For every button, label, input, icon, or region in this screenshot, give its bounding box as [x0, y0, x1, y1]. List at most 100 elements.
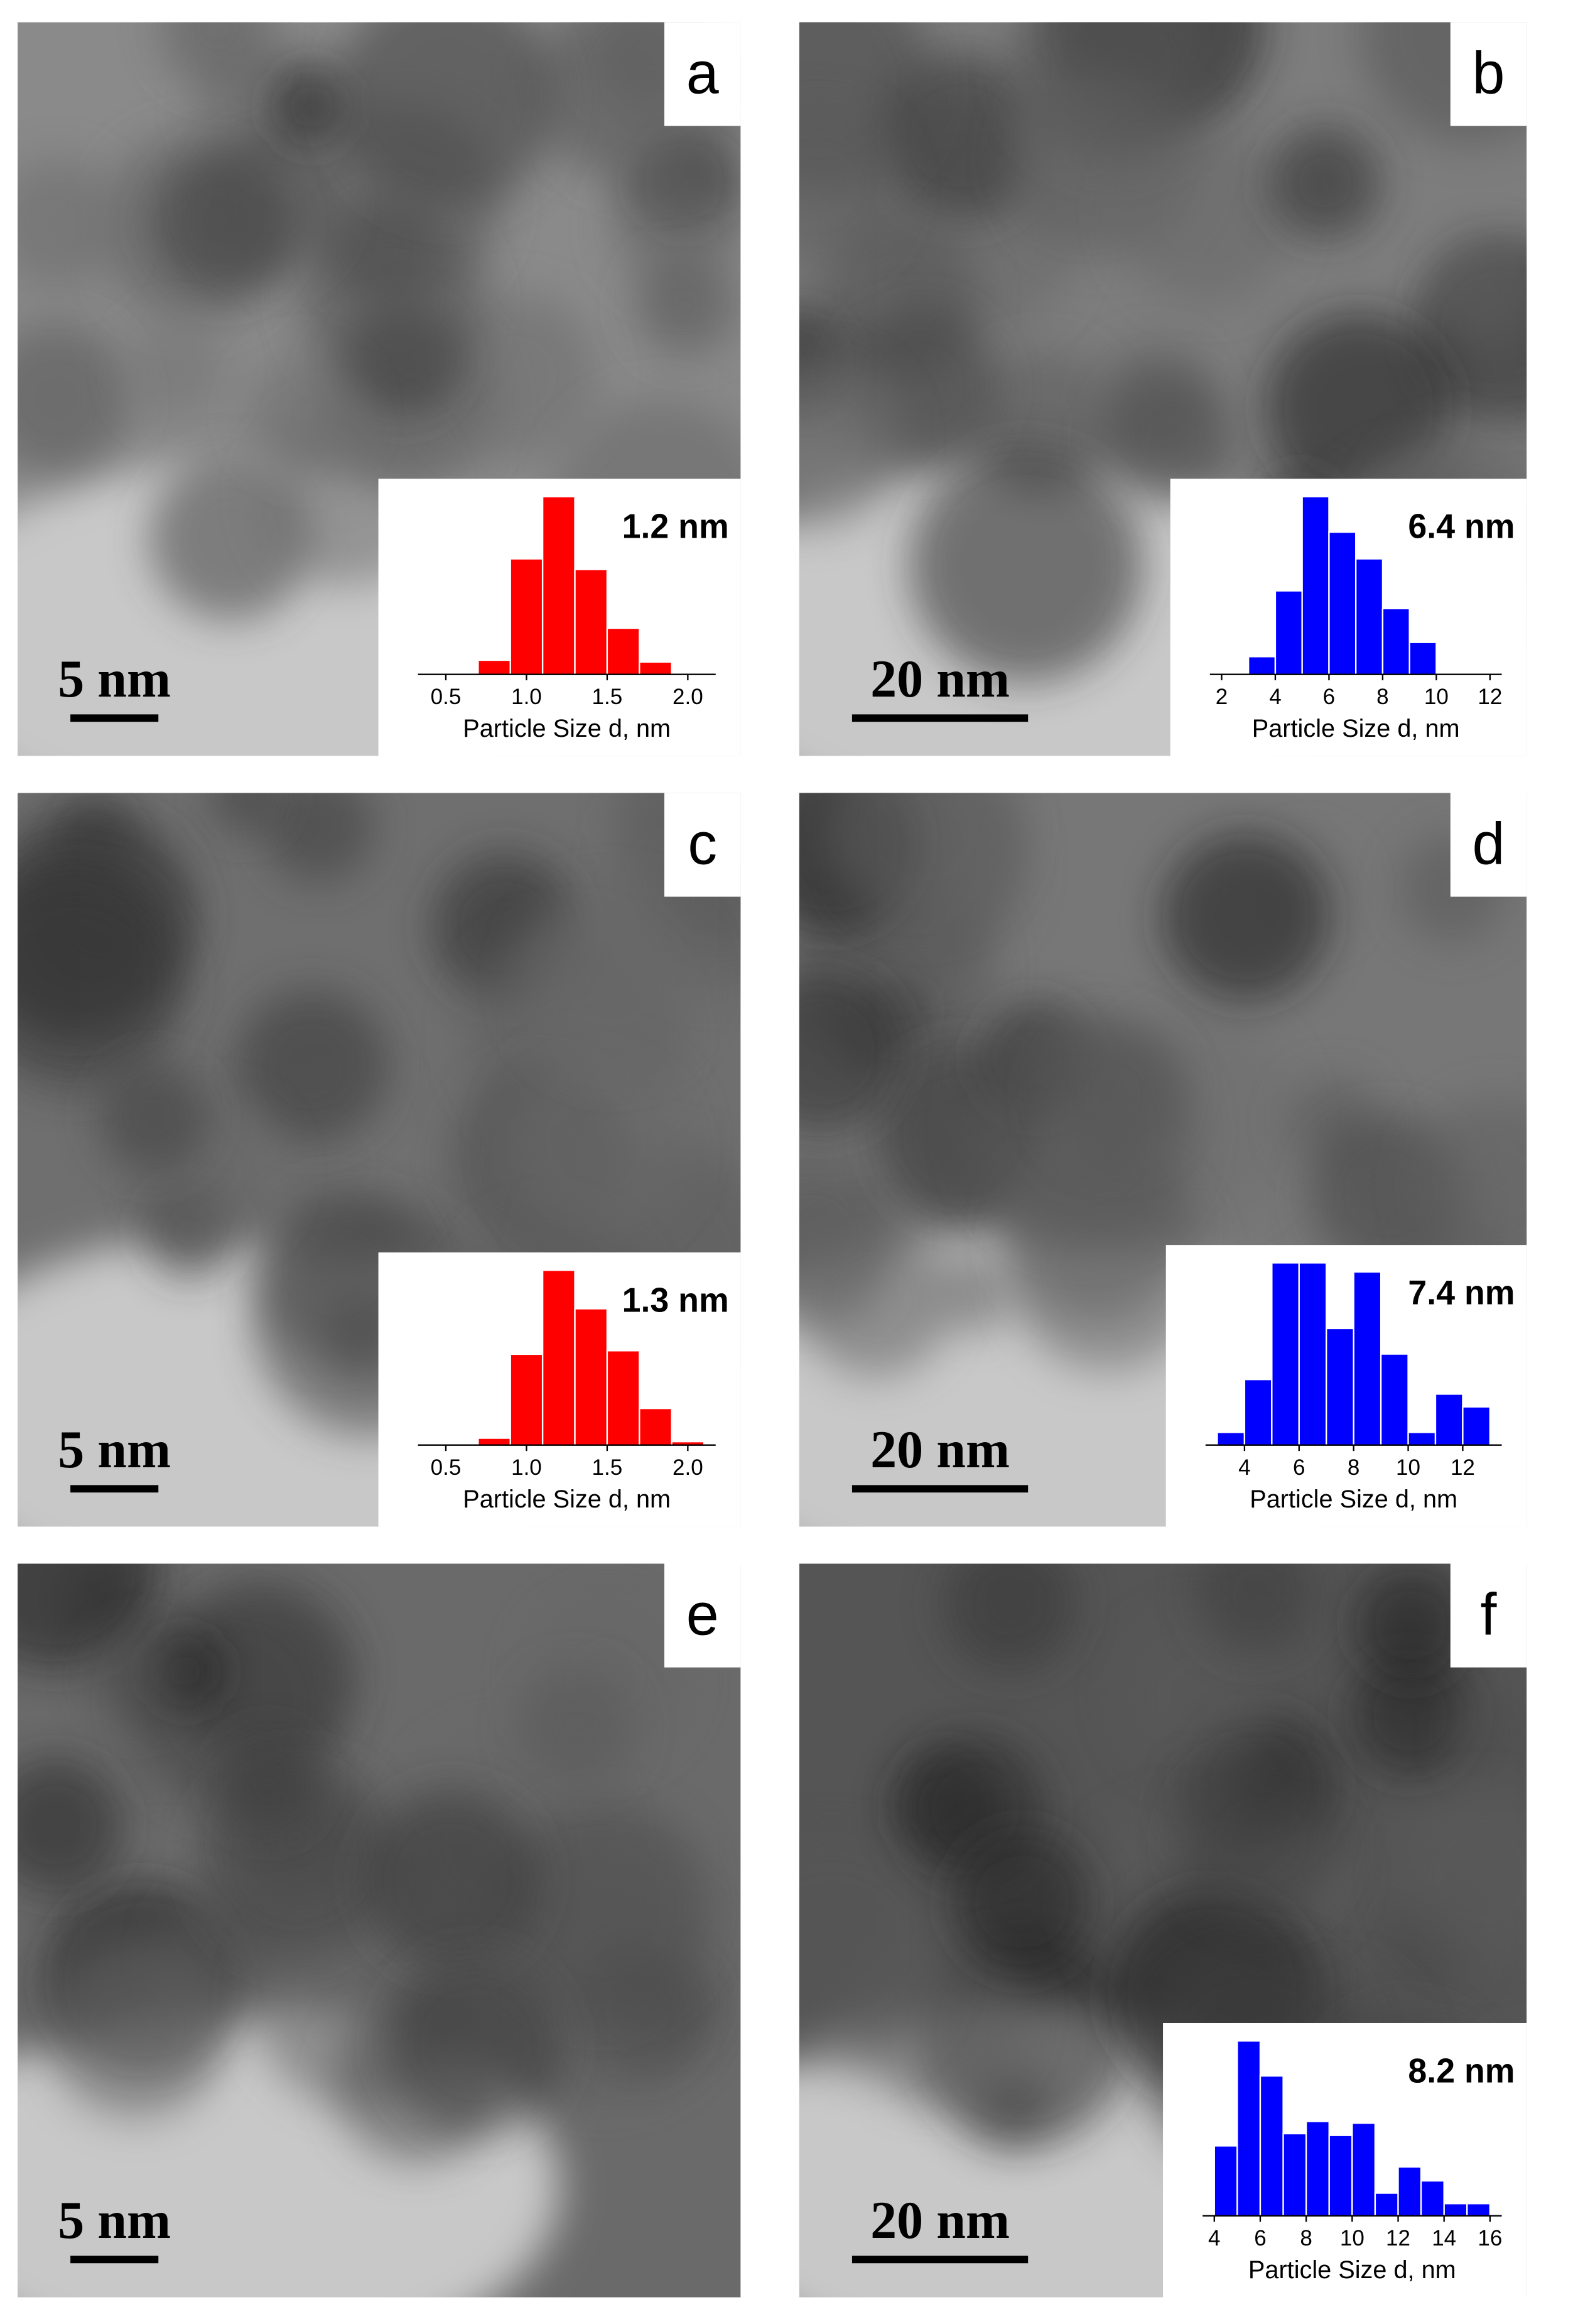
x-tick-label: 4: [1208, 2226, 1220, 2251]
particle: [88, 1631, 181, 1725]
histogram-bar: [1443, 2203, 1468, 2217]
annotation: 6.4 nm: [1408, 508, 1515, 545]
particle: [263, 793, 374, 882]
scale-bar-label: 5 nm: [58, 1421, 171, 1479]
histogram-bar: [574, 568, 608, 675]
x-tick-label: 1.5: [592, 1455, 623, 1480]
panel-label: a: [686, 40, 720, 106]
histogram-bar: [1274, 590, 1303, 675]
particle: [951, 1830, 1093, 1974]
panel: b 20 nm 2 4 6 8 10 12 Particle Size d, nm 6.4 nm: [799, 22, 1527, 756]
particle: [18, 1757, 123, 1894]
particle: [1269, 126, 1381, 239]
histogram-bar: [606, 1350, 640, 1446]
histogram-bar: [1355, 558, 1384, 675]
scale-bar: [70, 1485, 159, 1493]
particle: [1162, 832, 1329, 1001]
particle: [799, 969, 903, 1134]
x-tick-label: 12: [1478, 685, 1502, 709]
histogram-bar: [1353, 1271, 1382, 1446]
x-tick-label: 12: [1386, 2226, 1410, 2251]
histogram-bar: [1328, 531, 1357, 675]
x-tick-label: 10: [1396, 1455, 1420, 1480]
x-tick-label: 2.0: [673, 1455, 703, 1480]
label-box: [664, 793, 741, 897]
histogram-bar: [1282, 2132, 1307, 2217]
scale-bar: [851, 714, 1029, 722]
x-tick-label: 4: [1269, 685, 1281, 709]
particle: [1045, 1024, 1181, 1161]
scale-bar: [70, 2256, 159, 2264]
histogram-bar: [1380, 1353, 1409, 1446]
x-axis-label: Particle Size d, nm: [463, 1485, 671, 1513]
x-tick-label: 2: [1216, 685, 1228, 709]
histogram-bar: [541, 1269, 576, 1446]
particle: [1117, 1614, 1277, 1776]
histogram-bar: [1259, 2075, 1284, 2217]
histogram-bar: [1326, 1327, 1354, 1446]
particle: [364, 1790, 540, 1968]
x-tick-label: 0.5: [431, 1455, 462, 1480]
x-tick-label: 6: [1293, 1455, 1305, 1480]
particle: [97, 1061, 209, 1173]
annotation: 8.2 nm: [1408, 2052, 1515, 2090]
histogram-bar: [1420, 2180, 1445, 2217]
particle: [499, 1802, 710, 2016]
x-tick-label: 1.5: [592, 685, 623, 709]
particle: [235, 989, 389, 1144]
x-tick-label: 8: [1300, 2226, 1312, 2251]
panel-label: f: [1481, 1581, 1498, 1648]
panel: d 20 nm 4 6 8 10 12 Particle Size d, nm 7.4 nm: [799, 793, 1527, 1527]
histogram-bar: [1434, 1393, 1464, 1446]
label-box: [664, 1563, 741, 1668]
histogram-bar: [1397, 2166, 1422, 2217]
label-box: [664, 22, 741, 126]
particle: [635, 254, 736, 356]
histogram-bar: [1328, 2134, 1353, 2217]
panel-label: b: [1473, 40, 1505, 106]
x-axis-label: Particle Size d, nm: [463, 715, 671, 742]
x-tick-label: 14: [1432, 2226, 1456, 2251]
particle: [943, 1563, 1077, 1671]
histogram-bar: [1407, 1431, 1437, 1446]
histogram-bar: [1248, 656, 1277, 675]
histogram-bar: [1381, 607, 1410, 675]
x-axis-label: Particle Size d, nm: [1252, 715, 1460, 742]
histogram-bar: [1213, 2145, 1238, 2217]
x-tick-label: 1.0: [511, 685, 542, 709]
particle: [1452, 1693, 1527, 1772]
scale-bar: [851, 2256, 1029, 2264]
particle: [1354, 1568, 1467, 1682]
panel-label: c: [688, 810, 717, 877]
particle: [128, 321, 225, 420]
histogram-bar: [1374, 2192, 1399, 2217]
x-tick-label: 8: [1376, 685, 1388, 709]
histogram-bar: [541, 496, 576, 675]
histogram-bar: [1408, 641, 1437, 675]
histogram-bar: [1236, 2040, 1262, 2217]
histogram-bar: [606, 627, 640, 675]
histogram-bar: [639, 661, 673, 675]
label-box: [1450, 793, 1527, 897]
particle: [1012, 22, 1211, 164]
histogram-bar: [639, 1408, 673, 1446]
x-tick-label: 4: [1238, 1455, 1250, 1480]
histogram-bar: [477, 1437, 511, 1446]
particle: [1181, 1759, 1342, 1923]
particle: [1395, 1789, 1527, 1966]
particle: [335, 22, 558, 210]
histogram-bar: [1351, 2122, 1376, 2217]
histogram-bar: [1271, 1262, 1300, 1446]
particle: [298, 207, 484, 394]
particle: [518, 1669, 633, 1786]
scale-bar-label: 5 nm: [58, 650, 171, 709]
panel: e 5 nm: [18, 1563, 741, 2298]
particle: [799, 1220, 953, 1377]
annotation: 1.2 nm: [622, 508, 729, 545]
particle: [207, 793, 283, 833]
particle: [18, 323, 131, 474]
annotation: 7.4 nm: [1408, 1274, 1515, 1311]
x-tick-label: 10: [1424, 685, 1449, 709]
tem-image: [18, 1563, 741, 2298]
